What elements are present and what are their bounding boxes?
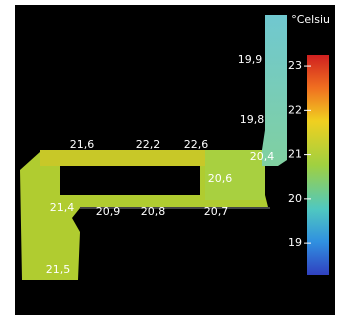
temperature-label: 20,6	[208, 172, 233, 185]
temperature-label: 22,6	[184, 138, 209, 151]
tick-label: 19	[288, 236, 302, 249]
colorbar	[307, 55, 329, 275]
tick-label: 22	[288, 103, 302, 116]
tick-label: 20	[288, 192, 302, 205]
temperature-label: 19,8	[240, 113, 265, 126]
colorbar-title: °Celsiu	[291, 13, 330, 26]
temperature-label: 20,9	[96, 205, 121, 218]
temperature-label: 20,8	[141, 205, 166, 218]
tick-label: 23	[288, 59, 302, 72]
temperature-label: 20,4	[250, 150, 275, 163]
thermal-image: °Celsiu 23 22 21 20 19 19,9 19,8 21,6 22,2 22,6 2…	[0, 0, 338, 320]
temperature-label: 22,2	[136, 138, 161, 151]
temperature-label: 21,4	[50, 201, 75, 214]
temperature-label: 20,7	[204, 205, 229, 218]
temperature-label: 19,9	[238, 53, 263, 66]
temperature-label: 21,6	[70, 138, 95, 151]
temperature-label: 21,5	[46, 263, 71, 276]
profile-tower	[262, 15, 287, 166]
tick-label: 21	[288, 148, 302, 161]
